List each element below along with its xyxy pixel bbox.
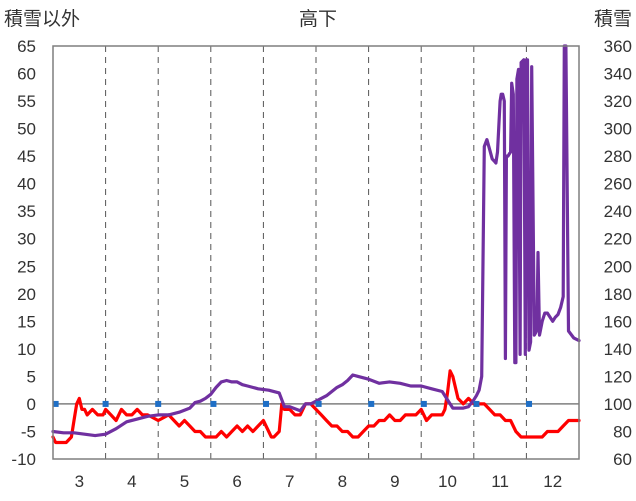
y-right-tick-label: 180 [604,285,632,304]
y-left-tick-label: 35 [17,202,36,221]
series-group [51,44,581,445]
y-left-tick-label: 55 [17,92,36,111]
y-right-tick-label: 100 [604,395,632,414]
plot-area-frame [52,45,580,460]
marker-point [420,400,427,407]
y-left-tick-label: 30 [17,230,36,249]
y-right-tick-label: 80 [613,422,632,441]
x-tick-label: 8 [338,472,347,491]
marker-point [210,400,217,407]
y-left-tick-label: 0 [27,395,36,414]
y-left-tick-label: 20 [17,285,36,304]
snow-depth-line [51,44,581,438]
y-right-tick-label: 140 [604,340,632,359]
x-tick-label: 5 [180,472,189,491]
left-axis-title: 積雪以外 [4,8,80,30]
y-right-tick-label: 120 [604,367,632,386]
y-right-tick-label: 260 [604,175,632,194]
y-left-tick-label: 25 [17,257,36,276]
y-right-tick-label: 60 [613,450,632,469]
marker-point [368,400,375,407]
x-tick-label: 4 [127,472,136,491]
y-left-tick-label: 15 [17,312,36,331]
y-right-tick-label: 220 [604,230,632,249]
y-left-tick-label: -10 [11,450,36,469]
y-right-tick-label: 360 [604,37,632,56]
tick-labels: 3 4 5 6 7 8 9 10 11 12-10-50510152025303540455055… [11,37,632,491]
y-left-tick-label: 60 [17,65,36,84]
marker-point [526,400,533,407]
x-tick-label: 10 [438,472,457,491]
x-tick-label: 11 [491,472,509,491]
non-snow-line [51,369,581,445]
x-tick-label: 9 [390,472,399,491]
marker-group [52,400,533,407]
y-right-tick-label: 200 [604,257,632,276]
y-left-tick-label: 40 [17,175,36,194]
y-right-tick-label: 240 [604,202,632,221]
y-right-tick-label: 340 [604,65,632,84]
x-tick-label: 7 [285,472,294,491]
right-axis-title: 積雪 [594,8,632,30]
marker-point [155,400,162,407]
y-right-tick-label: 280 [604,147,632,166]
y-left-tick-label: 45 [17,147,36,166]
marker-point [473,400,480,407]
marker-point [315,400,322,407]
y-left-tick-label: 65 [17,37,36,56]
x-tick-label: 3 [75,472,84,491]
x-tick-label: 12 [543,472,562,491]
y-left-tick-label: 5 [27,367,36,386]
marker-point [52,400,59,407]
marker-point [263,400,270,407]
y-right-tick-label: 300 [604,120,632,139]
y-right-tick-label: 320 [604,92,632,111]
marker-point [102,400,109,407]
y-left-tick-label: -5 [21,422,36,441]
chart-title: 高下 [299,8,337,30]
y-left-tick-label: 50 [17,120,36,139]
y-left-tick-label: 10 [17,340,36,359]
y-right-tick-label: 160 [604,312,632,331]
x-tick-label: 6 [232,472,241,491]
